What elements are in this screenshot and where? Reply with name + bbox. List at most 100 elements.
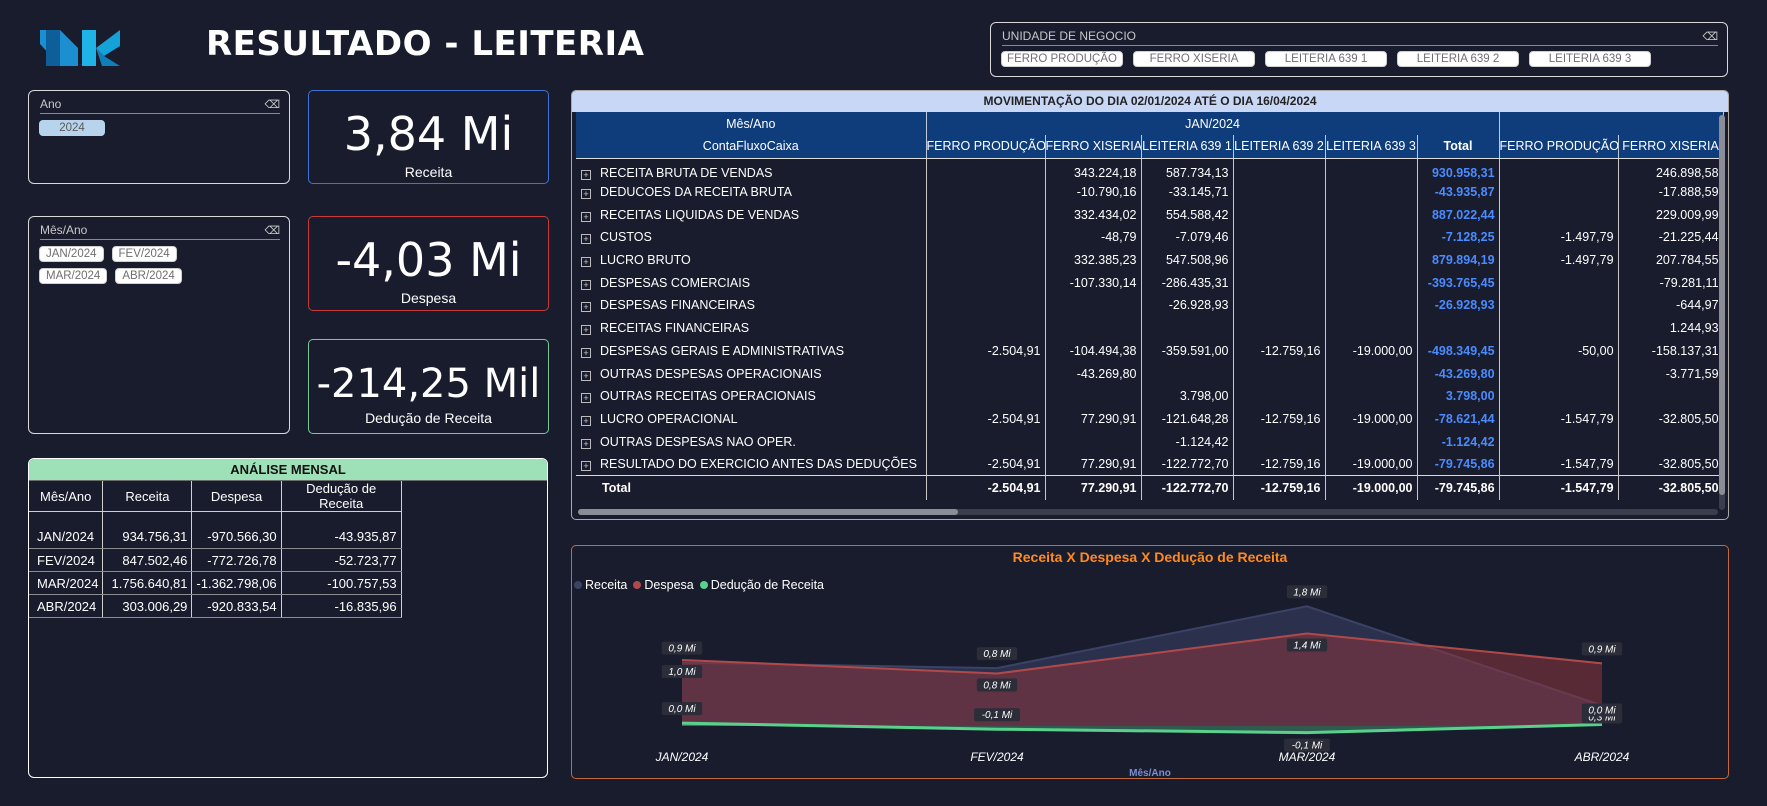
matrix-total-value: -78.621,44	[1417, 407, 1500, 431]
column-header[interactable]: Despesa	[191, 481, 282, 512]
horizontal-scrollbar[interactable]	[578, 509, 1718, 515]
matrix-value	[1499, 430, 1619, 453]
eraser-icon[interactable]: ⌫	[264, 98, 280, 111]
matrix-group-header-next[interactable]	[1499, 112, 1724, 135]
matrix-value	[1141, 316, 1234, 340]
table-cell: 303.006,29	[102, 594, 193, 618]
data-label-text: 0,8 Mi	[983, 649, 1011, 660]
matrix-account-label: RESULTADO DO EXERCICIO ANTES DAS DEDUÇÕE…	[600, 457, 917, 472]
matrix-value	[1325, 430, 1418, 453]
matrix-value: -32.805,50	[1618, 452, 1724, 476]
expand-icon[interactable]: +	[581, 211, 591, 222]
column-header[interactable]: Dedução de Receita	[281, 481, 402, 512]
data-label-text: 1,8 Mi	[1293, 587, 1321, 598]
matrix-row: + OUTRAS DESPESAS OPERACIONAIS -43.269,80 -…	[576, 362, 1724, 385]
matrix-col-header[interactable]: FERRO PRODUÇÃO	[1499, 135, 1619, 159]
matrix-col-header[interactable]: LEITERIA 639 3	[1325, 135, 1418, 159]
month-option-mar[interactable]: MAR/2024	[39, 268, 108, 284]
vertical-scrollbar[interactable]	[1719, 115, 1725, 510]
business-unit-option[interactable]: LEITERIA 639 1	[1265, 51, 1387, 67]
column-header[interactable]: Mês/Ano	[29, 481, 104, 512]
matrix-total-value: 887.022,44	[1417, 203, 1500, 227]
area-chart: Receita X Despesa X Dedução de Receita R…	[571, 545, 1729, 779]
matrix-value	[1045, 384, 1142, 408]
matrix-value	[1325, 158, 1418, 181]
expand-icon[interactable]: +	[581, 461, 591, 472]
matrix-value: -12.759,16	[1233, 452, 1326, 476]
data-label-bg	[976, 678, 1018, 692]
expand-icon[interactable]: +	[581, 257, 591, 268]
expand-icon[interactable]: +	[581, 438, 591, 449]
matrix-col-header-total[interactable]: Total	[1417, 135, 1500, 159]
legend-item-receita[interactable]: Receita	[574, 578, 627, 592]
eraser-icon[interactable]: ⌫	[264, 224, 280, 237]
legend-label: Despesa	[644, 578, 694, 592]
data-label-text: -0,1 Mi	[982, 710, 1013, 721]
month-slicer-title: Mês/Ano	[40, 223, 88, 237]
expand-icon[interactable]: +	[581, 415, 591, 426]
business-unit-slicer: UNIDADE DE NEGOCIO ⌫ FERRO PRODUÇÃO FERR…	[990, 22, 1728, 77]
matrix-value: 77.290,91	[1045, 407, 1142, 431]
data-label-text: 0,8 Mi	[983, 681, 1011, 692]
monthly-table-body: JAN/2024 934.756,31 -970.566,30 -43.935,87 F…	[29, 511, 402, 618]
business-unit-option[interactable]: FERRO PRODUÇÃO	[1001, 51, 1123, 67]
month-option-jan[interactable]: JAN/2024	[39, 246, 104, 262]
x-tick-label: JAN/2024	[655, 750, 709, 764]
business-unit-option[interactable]: LEITERIA 639 2	[1397, 51, 1519, 67]
legend-item-deducao[interactable]: Dedução de Receita	[699, 578, 824, 592]
matrix-account-cell: + OUTRAS RECEITAS OPERACIONAIS	[576, 384, 927, 408]
matrix-group-header[interactable]: JAN/2024	[926, 112, 1500, 135]
data-label-deducao: -0,1 Mi	[1284, 738, 1330, 752]
vertical-scroll-thumb[interactable]	[1719, 115, 1725, 495]
expand-icon[interactable]: +	[581, 347, 591, 358]
matrix-col-header[interactable]: LEITERIA 639 2	[1233, 135, 1326, 159]
business-unit-option[interactable]: LEITERIA 639 3	[1529, 51, 1651, 67]
expand-icon[interactable]: +	[581, 370, 591, 381]
matrix-total-cell: -122.772,70	[1141, 475, 1234, 500]
table-cell: -100.757,53	[281, 571, 402, 595]
expand-icon[interactable]: +	[581, 325, 591, 336]
matrix-total-cell: -2.504,91	[926, 475, 1046, 500]
matrix-value: -21.225,44	[1618, 226, 1724, 249]
data-label-deducao: 0,0 Mi	[1581, 703, 1623, 717]
month-option-abr[interactable]: ABR/2024	[115, 268, 182, 284]
chart-plot: 0,9 Mi 0,8 Mi 1,8 Mi 0,3 Mi 1,0 Mi 0,8 Mi 1,4 …	[655, 585, 1630, 778]
matrix-account-cell: + CUSTOS	[576, 226, 927, 249]
table-cell: ABR/2024	[29, 594, 104, 618]
data-label-bg	[1284, 738, 1330, 752]
matrix-value: -33.145,71	[1141, 180, 1234, 204]
matrix-value	[926, 384, 1046, 408]
matrix-row: + CUSTOS -48,79 -7.079,46 -7.128,25 -1.497,79…	[576, 226, 1724, 249]
matrix-account-cell: + RECEITAS LIQUIDAS DE VENDAS	[576, 203, 927, 227]
area-despesa	[682, 633, 1602, 726]
matrix-value: -19.000,00	[1325, 339, 1418, 363]
expand-icon[interactable]: +	[581, 169, 591, 180]
horizontal-scroll-thumb[interactable]	[578, 509, 958, 515]
expand-icon[interactable]: +	[581, 302, 591, 313]
legend-item-despesa[interactable]: Despesa	[633, 578, 694, 592]
matrix-value	[1325, 271, 1418, 295]
table-cell: -970.566,30	[191, 525, 282, 549]
company-logo	[40, 30, 120, 66]
matrix-row: + RECEITAS FINANCEIRAS 1.244,93	[576, 316, 1724, 340]
business-unit-option[interactable]: FERRO XISERIA	[1133, 51, 1255, 67]
kpi-receita-card: 3,84 Mi Receita	[308, 90, 549, 184]
expand-icon[interactable]: +	[581, 279, 591, 290]
matrix-col-header[interactable]: FERRO XISERIA	[1618, 135, 1724, 159]
matrix-value: -286.435,31	[1141, 271, 1234, 295]
eraser-icon[interactable]: ⌫	[1702, 30, 1718, 43]
matrix-value: 3.798,00	[1141, 384, 1234, 408]
spacer-cell	[191, 511, 282, 526]
expand-icon[interactable]: +	[581, 189, 591, 200]
data-label-bg	[1286, 638, 1328, 652]
expand-icon[interactable]: +	[581, 234, 591, 245]
column-header[interactable]: Receita	[102, 481, 193, 512]
matrix-col-header[interactable]: FERRO XISERIA	[1045, 135, 1142, 159]
matrix-col-header[interactable]: FERRO PRODUÇÃO	[926, 135, 1046, 159]
matrix-col-header[interactable]: LEITERIA 639 1	[1141, 135, 1234, 159]
year-option-2024[interactable]: 2024	[39, 120, 105, 136]
expand-icon[interactable]: +	[581, 393, 591, 404]
matrix-value	[1499, 316, 1619, 340]
month-option-fev[interactable]: FEV/2024	[111, 246, 177, 262]
matrix-row: + DESPESAS COMERCIAIS -107.330,14 -286.435,…	[576, 271, 1724, 295]
